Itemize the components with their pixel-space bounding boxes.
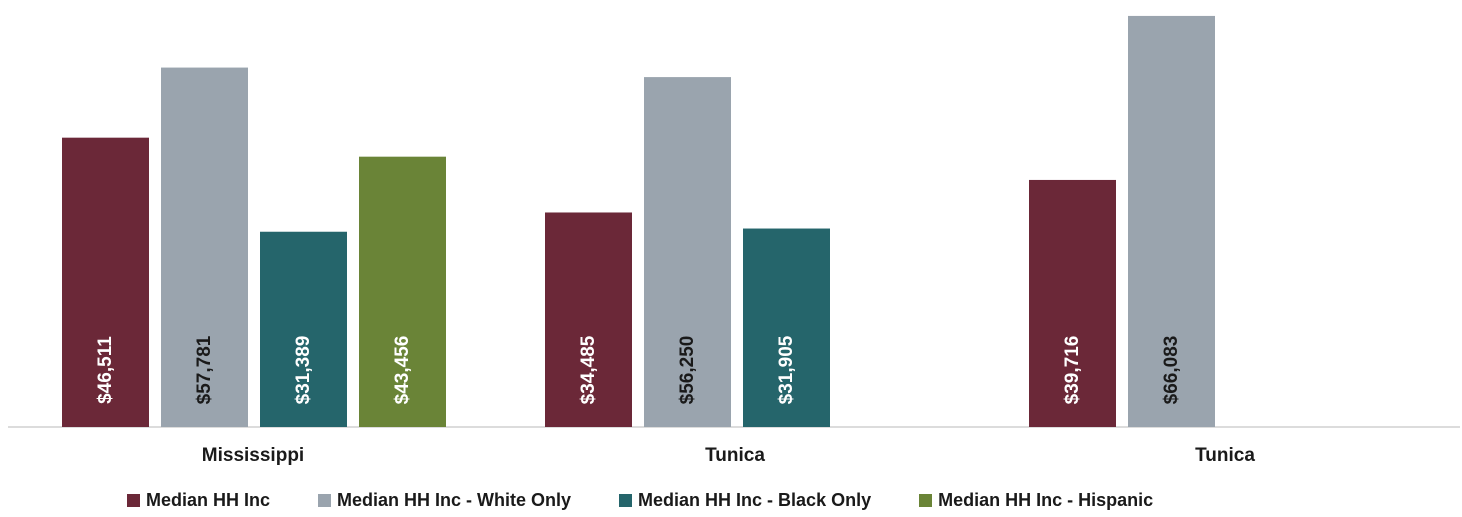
legend-swatch <box>619 494 633 507</box>
bar <box>62 137 149 427</box>
legend-label: Median HH Inc - Hispanic <box>938 490 1154 510</box>
legend-item-hispanic: Median HH Inc - Hispanic <box>919 490 1153 511</box>
data-label: $31,389 <box>293 336 314 405</box>
value-labels-layer: $46,511 $57,781 $31,389 $43,456 $34,485 $56,2… <box>95 335 1182 404</box>
category-label: Tunica <box>705 445 765 466</box>
legend-swatch <box>127 494 140 507</box>
data-label: $46,511 <box>95 336 116 404</box>
data-label: $66,083 <box>1161 336 1182 405</box>
legend-label: Median HH Inc <box>146 490 271 510</box>
bars-layer <box>62 15 1215 428</box>
bar <box>644 77 731 427</box>
bar <box>545 212 632 427</box>
data-label: $43,456 <box>392 336 413 405</box>
legend-item-white-only: Median HH Inc - White Only <box>318 490 571 511</box>
bar <box>260 231 347 427</box>
bar <box>161 67 248 428</box>
legend-swatch <box>919 494 933 507</box>
data-label: $39,716 <box>1062 336 1083 405</box>
category-label: Tunica <box>1195 445 1255 466</box>
category-labels-layer: Mississippi Tunica Tunica <box>202 445 1256 466</box>
data-label: $56,250 <box>677 336 698 405</box>
category-label: Mississippi <box>202 445 304 466</box>
data-label: $34,485 <box>578 335 599 404</box>
legend-label: Median HH Inc - White Only <box>337 490 572 510</box>
bar <box>743 228 830 427</box>
bar <box>1029 179 1116 427</box>
bar <box>359 156 446 428</box>
data-label: $57,781 <box>194 335 215 404</box>
legend-swatch <box>318 494 332 507</box>
data-label: $31,905 <box>776 335 797 404</box>
legend-label: Median HH Inc - Black Only <box>638 490 872 510</box>
bar <box>1128 15 1215 428</box>
legend-item-median-hh-inc: Median HH Inc <box>127 490 270 511</box>
legend: Median HH Inc Median HH Inc - White Only… <box>127 490 1153 511</box>
legend-item-black-only: Median HH Inc - Black Only <box>619 490 871 511</box>
